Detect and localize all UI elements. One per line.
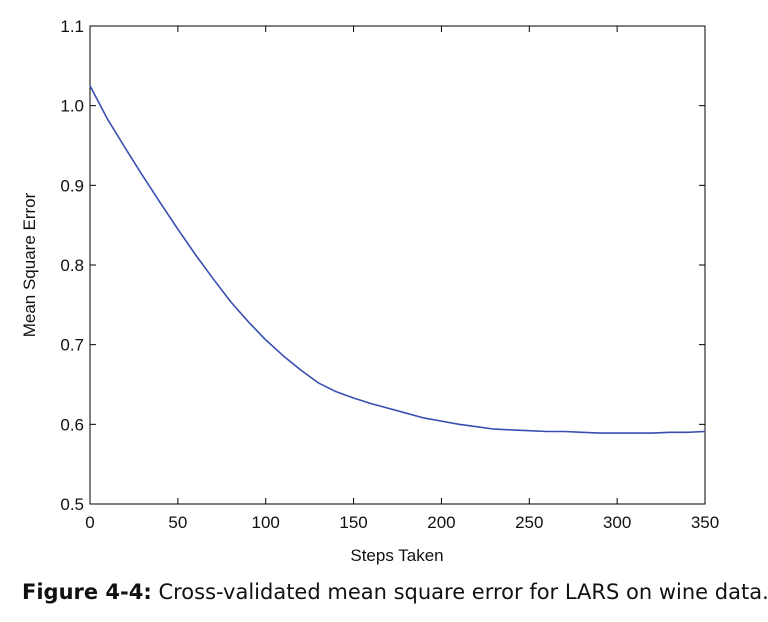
x-axis-label: Steps Taken xyxy=(350,546,443,565)
x-tick-label: 100 xyxy=(252,513,280,532)
y-tick-label: 0.9 xyxy=(60,176,84,195)
y-tick-label: 0.5 xyxy=(60,495,84,514)
x-tick-label: 150 xyxy=(339,513,367,532)
y-tick-label: 0.7 xyxy=(60,336,84,355)
x-tick-label: 300 xyxy=(603,513,631,532)
y-tick-label: 1.1 xyxy=(60,17,84,36)
caption-lead: Figure 4-4: xyxy=(22,580,152,604)
x-tick-label: 350 xyxy=(691,513,719,532)
figure-caption: Figure 4-4: Cross-validated mean square … xyxy=(22,580,768,604)
x-tick-label: 0 xyxy=(85,513,94,532)
x-tick-label: 200 xyxy=(427,513,455,532)
y-axis-label: Mean Square Error xyxy=(20,192,39,337)
y-tick-label: 0.8 xyxy=(60,256,84,275)
caption-text: Cross-validated mean square error for LA… xyxy=(152,580,768,604)
y-tick-label: 0.6 xyxy=(60,415,84,434)
plot-area xyxy=(90,26,705,504)
x-tick-label: 250 xyxy=(515,513,543,532)
x-tick-label: 50 xyxy=(168,513,187,532)
y-tick-label: 1.0 xyxy=(60,97,84,116)
